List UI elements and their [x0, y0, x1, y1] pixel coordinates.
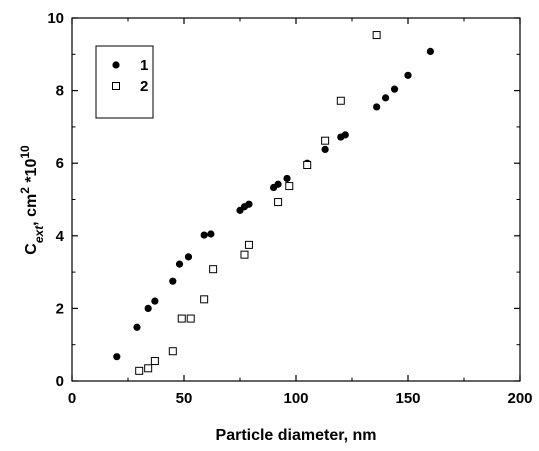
series-1 [113, 47, 434, 361]
legend: 1 2 [95, 45, 154, 119]
data-point-series-1 [390, 85, 399, 93]
y-tick-label: 6 [56, 155, 64, 172]
data-point-series-1 [245, 200, 253, 208]
legend-marker-series-1 [112, 61, 120, 69]
data-point-series-2 [150, 357, 159, 366]
x-tick-label: 100 [283, 390, 308, 407]
data-point-series-2 [372, 31, 381, 40]
data-point-series-2 [303, 161, 312, 170]
data-point-series-1 [382, 94, 390, 102]
data-point-series-1 [144, 304, 152, 312]
data-point-series-2 [200, 295, 209, 304]
data-point-series-1 [373, 103, 381, 111]
data-point-series-2 [285, 182, 294, 191]
data-point-series-1 [200, 231, 208, 239]
y-tick-label: 10 [47, 10, 64, 27]
legend-label-series-1: 1 [140, 57, 148, 74]
y-title-base: C [23, 243, 40, 255]
y-tick-label: 0 [56, 373, 64, 390]
data-point-series-2 [274, 198, 283, 207]
data-point-series-2 [321, 136, 330, 145]
y-title-superscript-2: 10 [18, 145, 32, 159]
y-tick-label: 8 [56, 83, 64, 100]
series-2 [135, 31, 381, 375]
data-point-series-2 [209, 265, 218, 274]
x-tick-label: 50 [176, 390, 193, 407]
y-tick-label: 2 [56, 300, 64, 317]
data-point-series-1 [133, 323, 141, 331]
y-title-subscript: ext [32, 225, 46, 243]
data-point-series-2 [336, 96, 345, 105]
data-point-series-1 [426, 47, 434, 55]
data-point-series-2 [144, 364, 153, 373]
y-title-superscript-1: 2 [18, 187, 32, 194]
data-point-series-2 [135, 366, 144, 375]
data-point-series-2 [240, 250, 249, 259]
x-tick-label: 200 [507, 390, 532, 407]
data-point-series-1 [341, 131, 349, 139]
data-point-series-1 [184, 253, 193, 261]
y-axis-title: Cext, cm2 *1010 [18, 145, 46, 255]
x-tick-label: 0 [68, 390, 76, 407]
x-tick-label: 150 [395, 390, 420, 407]
data-point-series-1 [274, 180, 282, 188]
x-axis-ticks: 0 50 100 150 200 [68, 18, 533, 407]
y-axis-ticks: 0 2 4 6 8 10 [47, 10, 520, 390]
y-tick-label: 4 [56, 228, 65, 245]
data-point-series-1 [404, 71, 412, 79]
data-point-series-1 [175, 260, 184, 268]
y-title-multiplier: *10 [23, 159, 40, 188]
data-point-series-1 [169, 277, 177, 285]
data-point-series-2 [177, 314, 186, 323]
legend-label-series-2: 2 [140, 78, 148, 95]
data-point-series-1 [151, 297, 159, 305]
data-point-series-2 [168, 347, 177, 356]
data-series [113, 31, 434, 375]
data-point-series-2 [244, 240, 253, 249]
data-point-series-1 [113, 353, 121, 361]
y-title-unit: , cm [23, 194, 40, 226]
legend-box [95, 45, 154, 119]
data-point-series-2 [186, 314, 195, 323]
data-point-series-1 [207, 230, 215, 238]
x-axis-title: Particle diameter, nm [216, 427, 377, 444]
legend-marker-series-2 [112, 82, 120, 90]
data-point-series-1 [321, 145, 329, 154]
data-point-series-1 [283, 174, 291, 183]
